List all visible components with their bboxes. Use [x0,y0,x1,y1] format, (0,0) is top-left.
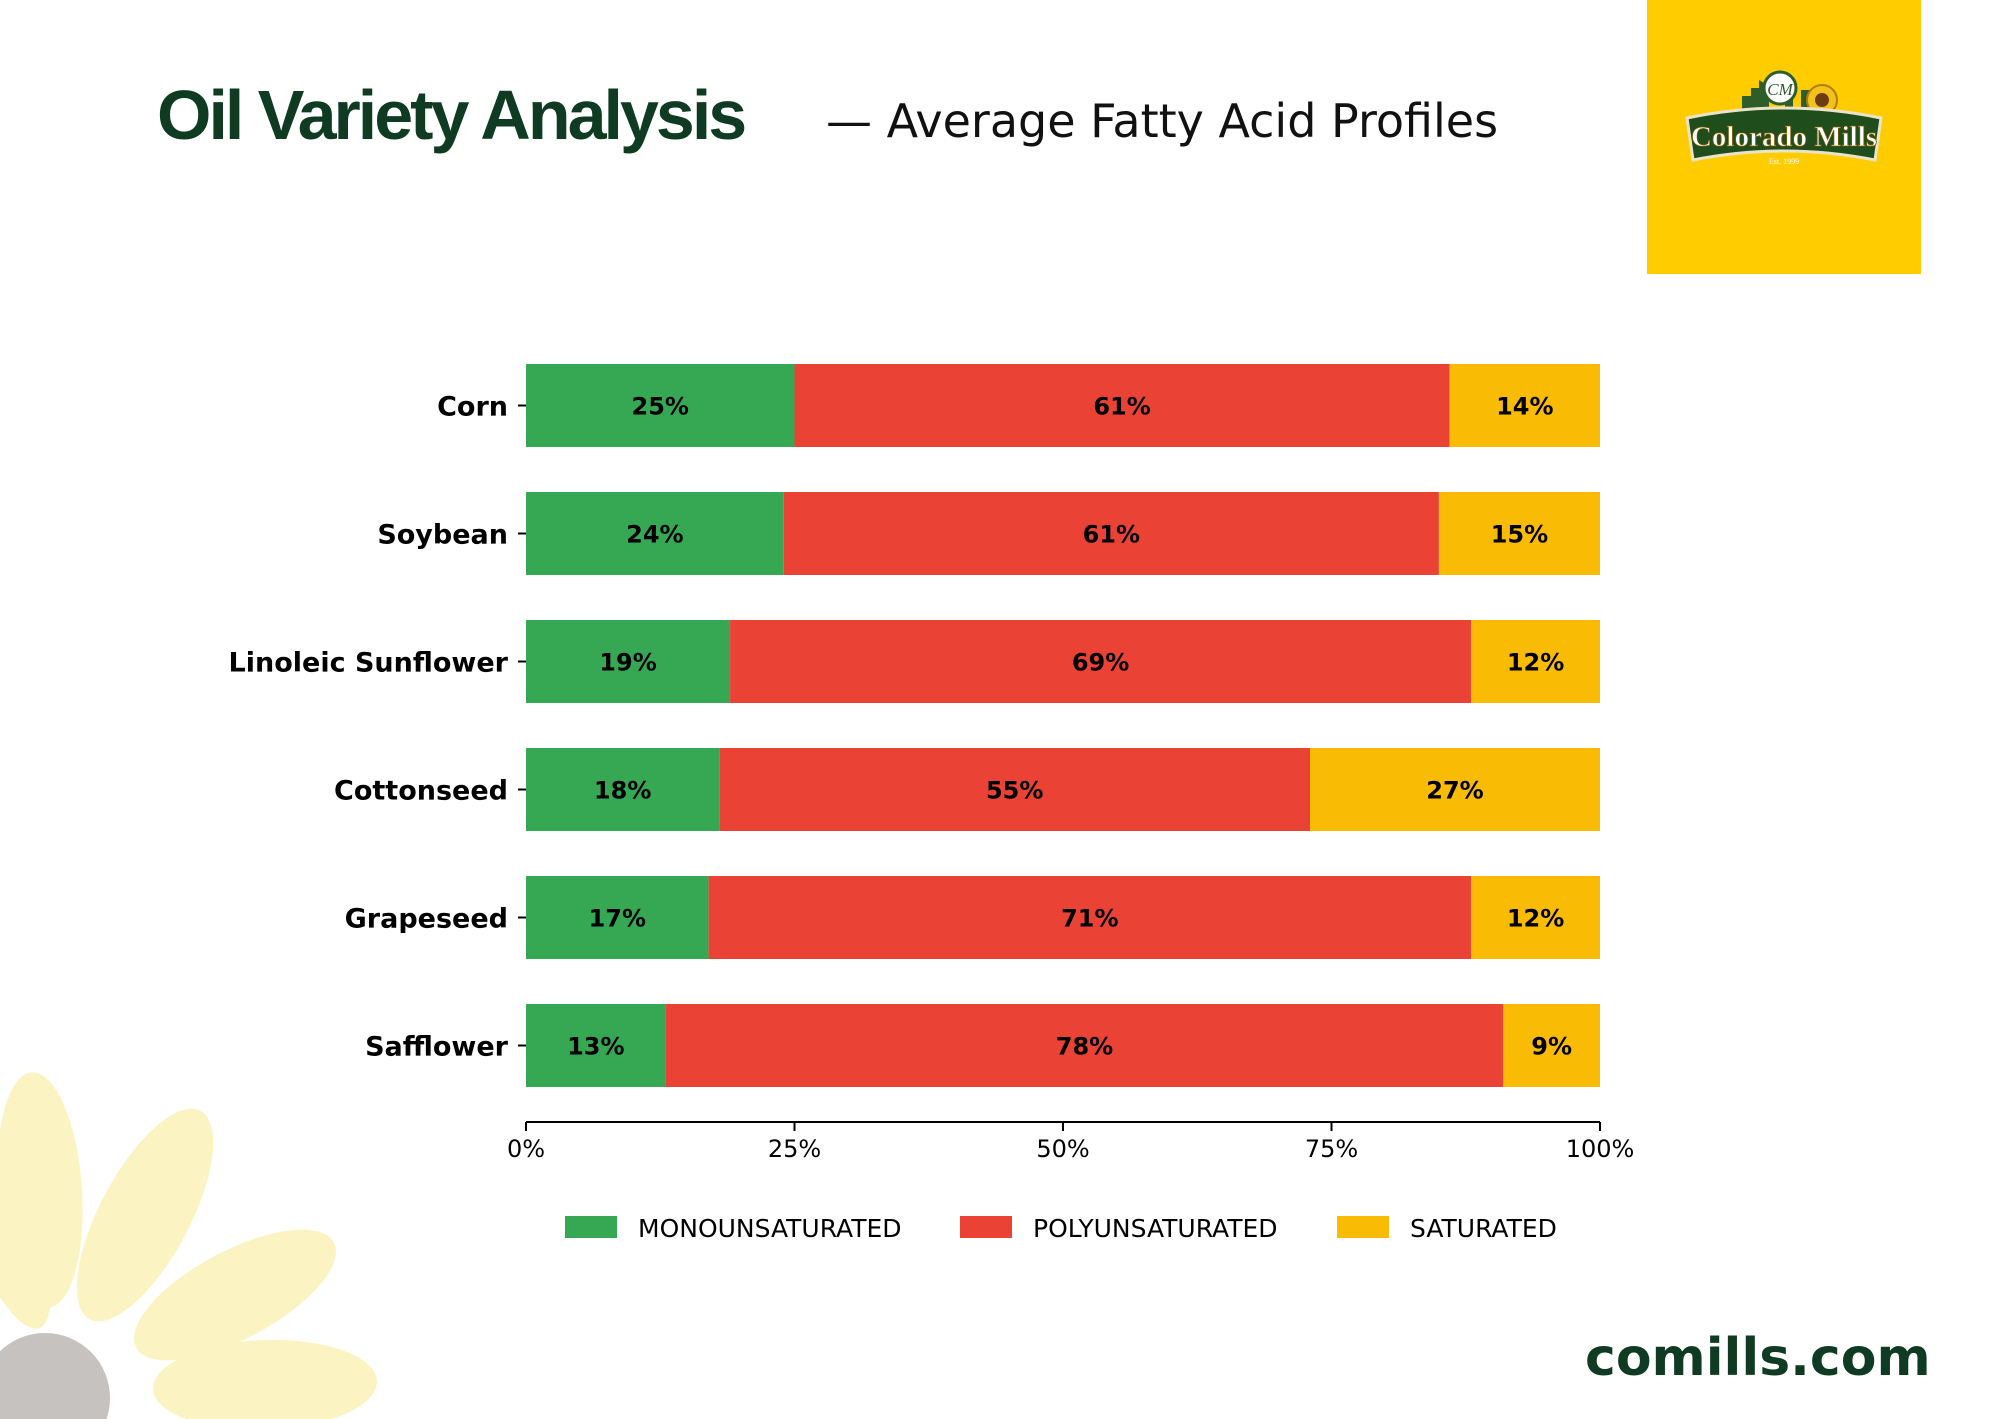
bar-segment [1449,364,1600,447]
logo-brand-text: Colorado Mills [1691,121,1877,153]
logo-monogram: CM [1767,80,1793,99]
legend-swatch [565,1216,617,1238]
colorado-mills-logo-icon: CM Colorado Mills Est. 1999 [1685,70,1883,166]
x-tick-label: 50% [1036,1135,1089,1163]
bar-segment [708,876,1472,959]
x-tick-label: 0% [507,1135,545,1163]
bar-value-label: 15% [1491,521,1548,549]
bar-segment [1503,1004,1600,1087]
bar-segment [1438,492,1600,575]
x-tick-label: 75% [1305,1135,1358,1163]
category-label: Soybean [377,520,508,551]
bar-value-label: 13% [567,1033,624,1061]
bar-value-label: 61% [1083,521,1140,549]
bar-value-label: 55% [986,777,1043,805]
bar-value-label: 9% [1531,1033,1572,1061]
page-title: Oil Variety Analysis [157,76,747,154]
bar-segment [1471,876,1600,959]
bar-value-label: 69% [1072,649,1129,677]
legend-label: POLYUNSATURATED [1033,1214,1278,1243]
legend-label: SATURATED [1410,1214,1557,1243]
category-label: Cottonseed [334,776,508,807]
bar-value-label: 19% [599,649,656,677]
bar-segment [526,492,784,575]
bar-segment [526,748,720,831]
bar-segment [526,1004,666,1087]
decorative-flower-icon [0,1072,377,1419]
bar-segment [526,876,709,959]
x-tick-label: 25% [768,1135,821,1163]
x-tick-label: 100% [1566,1135,1635,1163]
bar-segment [1471,620,1600,703]
bar-value-label: 17% [589,905,646,933]
bar-value-label: 71% [1061,905,1118,933]
category-label: Safflower [365,1032,509,1063]
logo-panel[interactable]: CM Colorado Mills Est. 1999 [1647,0,1921,274]
website-link[interactable]: comills.com [1585,1328,1931,1388]
bar-segment [794,364,1450,447]
bar-value-label: 24% [626,521,683,549]
bar-segment [526,364,795,447]
bar-value-label: 12% [1507,649,1564,677]
legend-swatch [1337,1216,1389,1238]
bar-segment [526,620,731,703]
bar-segment [783,492,1439,575]
bar-value-label: 25% [632,393,689,421]
bar-segment [665,1004,1504,1087]
bar-value-label: 18% [594,777,651,805]
bar-value-label: 27% [1426,777,1483,805]
category-label: Linoleic Sunflower [229,648,509,679]
bar-segment [719,748,1311,831]
legend-label: MONOUNSATURATED [638,1214,902,1243]
bar-value-label: 61% [1093,393,1150,421]
bar-segment [1310,748,1600,831]
bar-value-label: 12% [1507,905,1564,933]
legend-swatch [960,1216,1012,1238]
category-label: Grapeseed [345,904,508,935]
page-subtitle: — Average Fatty Acid Profiles [826,94,1499,148]
category-label: Corn [437,392,508,423]
bar-value-label: 78% [1056,1033,1113,1061]
bar-segment [730,620,1472,703]
bar-value-label: 14% [1496,393,1553,421]
logo-est-text: Est. 1999 [1769,157,1799,166]
